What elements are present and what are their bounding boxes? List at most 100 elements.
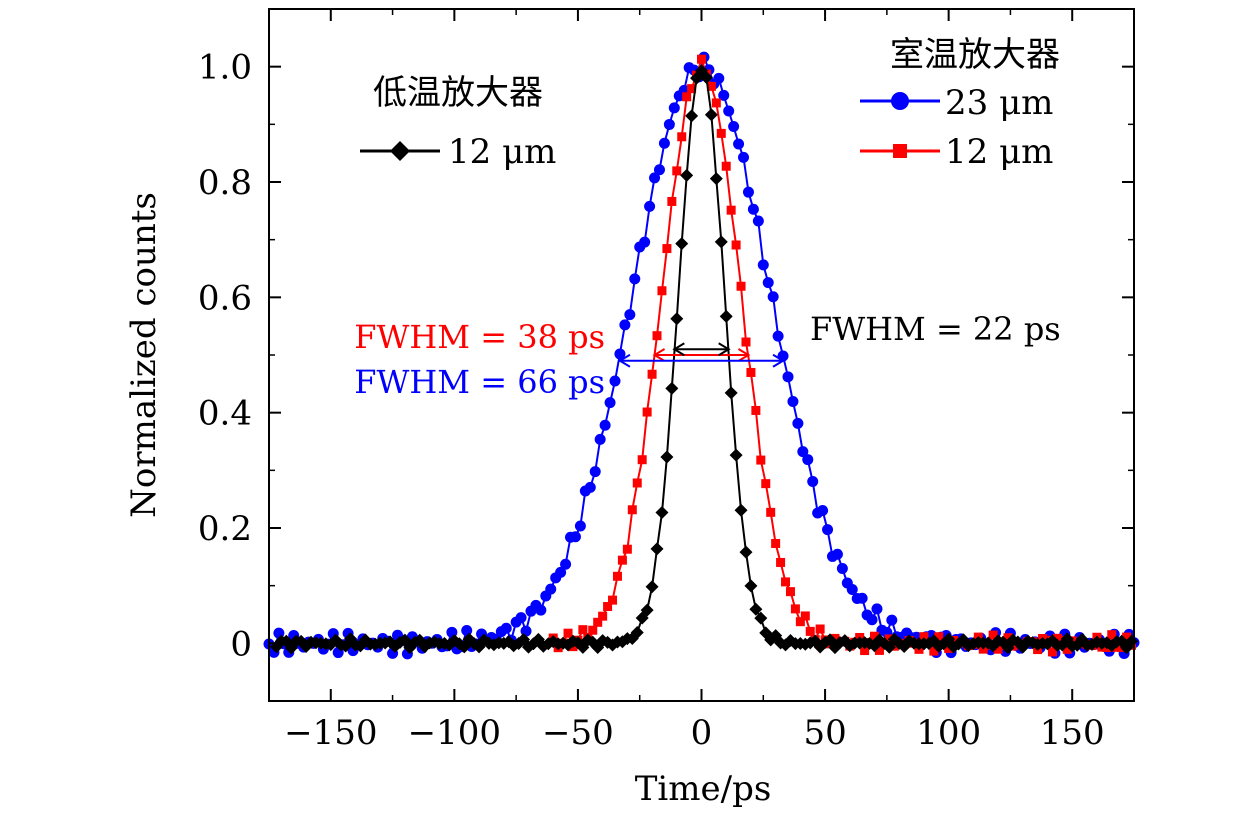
data-point	[627, 505, 637, 515]
fwhm-arrow-2	[672, 342, 731, 357]
data-point	[584, 481, 596, 493]
data-point	[807, 475, 819, 487]
data-point	[594, 433, 606, 445]
data-point	[657, 286, 667, 296]
series-2	[269, 64, 1139, 655]
data-point	[766, 507, 776, 517]
data-point	[662, 244, 672, 254]
data-point	[609, 375, 621, 387]
data-point	[754, 611, 768, 625]
legend-title-room-temp: 室温放大器	[890, 35, 1060, 75]
x-tick-label: 100	[916, 713, 981, 753]
data-point	[637, 455, 647, 465]
data-point	[1016, 640, 1030, 654]
data-point	[805, 626, 815, 636]
fwhm-arrowhead-right	[737, 348, 751, 362]
data-point	[860, 646, 870, 656]
data-point	[734, 503, 748, 517]
data-point	[699, 71, 713, 85]
data-point	[649, 172, 661, 184]
legend-symbol-0	[860, 92, 940, 110]
data-point	[614, 348, 626, 360]
data-point	[733, 138, 745, 150]
legend-label-23um: 23 μm	[945, 83, 1053, 123]
data-point	[608, 595, 618, 605]
data-point	[846, 584, 858, 596]
data-point	[660, 450, 674, 464]
data-point	[736, 281, 746, 291]
data-point	[668, 102, 680, 114]
data-point	[787, 395, 799, 407]
data-point	[831, 548, 843, 560]
data-point	[934, 632, 944, 642]
data-point	[856, 592, 868, 604]
data-point	[741, 337, 751, 347]
data-point	[817, 505, 829, 517]
legend-label-12um-black: 12 μm	[448, 132, 556, 172]
data-point	[555, 566, 567, 578]
data-point	[569, 531, 581, 543]
data-point	[886, 614, 898, 626]
data-point	[866, 614, 878, 626]
data-point	[680, 168, 694, 182]
data-point	[619, 319, 631, 331]
fwhm-arrow-0	[652, 348, 751, 362]
data-point	[871, 603, 883, 615]
data-point	[756, 455, 766, 465]
data-point	[599, 419, 611, 431]
data-point	[744, 579, 758, 593]
data-point	[624, 309, 636, 321]
axes: −150 −100 −50 0 50 100 150 0 0.2 0.4 0.6 0.8 1.0	[198, 8, 1135, 753]
data-point	[785, 587, 795, 597]
data-point	[709, 172, 723, 186]
data-point	[781, 577, 791, 587]
x-tick-label: −150	[284, 713, 377, 753]
y-tick-label: 0.2	[198, 509, 252, 549]
data-point	[632, 478, 642, 488]
data-point	[665, 381, 679, 395]
data-point	[682, 92, 692, 102]
legend-marker	[893, 144, 907, 158]
annotation-fwhm-38: FWHM = 38 ps	[354, 318, 605, 356]
data-point	[1107, 630, 1117, 640]
x-tick-label: −50	[542, 713, 614, 753]
data-point	[685, 109, 699, 123]
data-point	[751, 405, 761, 415]
data-point	[667, 196, 677, 206]
data-point	[545, 583, 557, 595]
y-tick-label: 0.4	[198, 394, 252, 434]
legend-symbol-1	[860, 144, 940, 158]
data-point	[604, 397, 616, 409]
data-point	[929, 646, 939, 656]
data-point	[790, 604, 800, 614]
data-point	[739, 545, 753, 559]
data-point	[588, 625, 598, 635]
data-point	[767, 291, 779, 303]
data-point	[640, 603, 654, 617]
data-point	[622, 544, 632, 554]
data-point	[713, 72, 725, 84]
data-point	[603, 602, 613, 612]
data-point	[993, 644, 1003, 654]
data-point	[560, 558, 572, 570]
data-point	[714, 235, 728, 249]
data-point	[574, 520, 586, 532]
data-point	[589, 466, 601, 478]
data-point	[630, 626, 644, 640]
data-point	[874, 645, 884, 655]
data-point	[729, 448, 743, 462]
legend-title-low-temp: 低温放大器	[373, 73, 543, 113]
data-point	[792, 417, 804, 429]
legend-marker	[891, 92, 909, 110]
plot-area	[263, 51, 1140, 660]
data-point	[726, 205, 736, 215]
data-point	[738, 151, 750, 163]
data-point	[1062, 644, 1072, 654]
y-tick-label: 0.6	[198, 278, 252, 318]
data-point	[670, 312, 684, 326]
data-point	[749, 602, 763, 616]
data-point	[593, 617, 603, 627]
fwhm-arrowhead-right	[718, 342, 731, 357]
data-point	[535, 604, 547, 616]
data-point	[988, 630, 998, 640]
